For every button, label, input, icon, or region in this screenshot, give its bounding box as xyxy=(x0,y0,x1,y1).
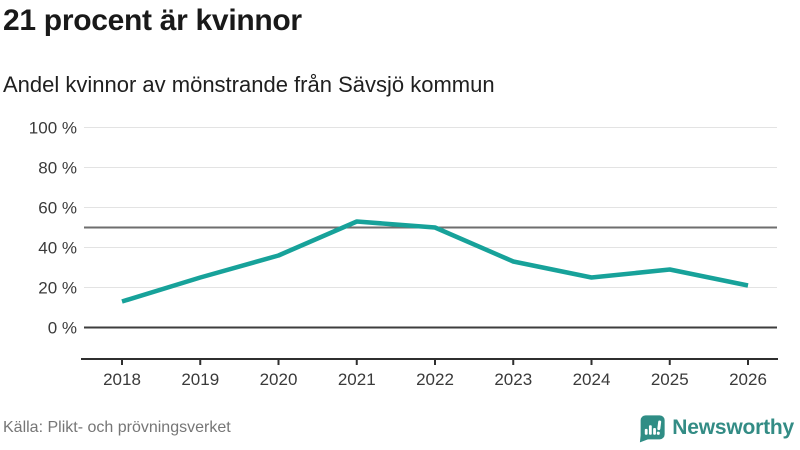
newsworthy-logo-text: Newsworthy xyxy=(672,416,794,439)
y-tick-label: 20 % xyxy=(38,279,77,298)
y-tick-label: 100 % xyxy=(29,119,77,138)
x-axis: 2018 2019 2020 2021 2022 2023 2024 2025 2026 xyxy=(81,358,778,389)
logo-exclamation xyxy=(657,420,662,435)
logo-bar-1 xyxy=(645,428,648,435)
y-tick-labels: 0 % 20 % 40 % 60 % 80 % 100 % xyxy=(29,119,77,338)
logo-bubble-shape xyxy=(640,415,665,443)
x-tick-label: 2018 xyxy=(103,370,141,389)
logo-bar-3 xyxy=(653,428,657,435)
x-tick-label: 2026 xyxy=(729,370,767,389)
source-text: Källa: Plikt- och prövningsverket xyxy=(3,419,231,436)
newsworthy-bar-chart-bubble-icon xyxy=(640,415,665,443)
newsworthy-logo: Newsworthy xyxy=(637,413,794,443)
y-tick-label: 40 % xyxy=(38,239,77,258)
x-tick-label: 2025 xyxy=(651,370,689,389)
x-tick-label: 2021 xyxy=(338,370,376,389)
logo-bar-2 xyxy=(649,425,653,435)
x-tick-label: 2023 xyxy=(494,370,532,389)
x-tick-label: 2022 xyxy=(416,370,454,389)
y-gridlines xyxy=(84,127,777,329)
chart-title: 21 procent är kvinnor xyxy=(3,4,302,37)
x-tick-label: 2020 xyxy=(260,370,298,389)
y-tick-label: 60 % xyxy=(38,199,77,218)
chart-footer: Källa: Plikt- och prövningsverket Newswo… xyxy=(3,412,794,444)
x-tick-label: 2024 xyxy=(573,370,611,389)
data-line xyxy=(121,219,749,304)
y-tick-label: 0 % xyxy=(48,319,77,338)
x-tick-label: 2019 xyxy=(181,370,219,389)
y-tick-label: 80 % xyxy=(38,159,77,178)
chart-subtitle: Andel kvinnor av mönstrande från Sävsjö … xyxy=(3,72,495,97)
